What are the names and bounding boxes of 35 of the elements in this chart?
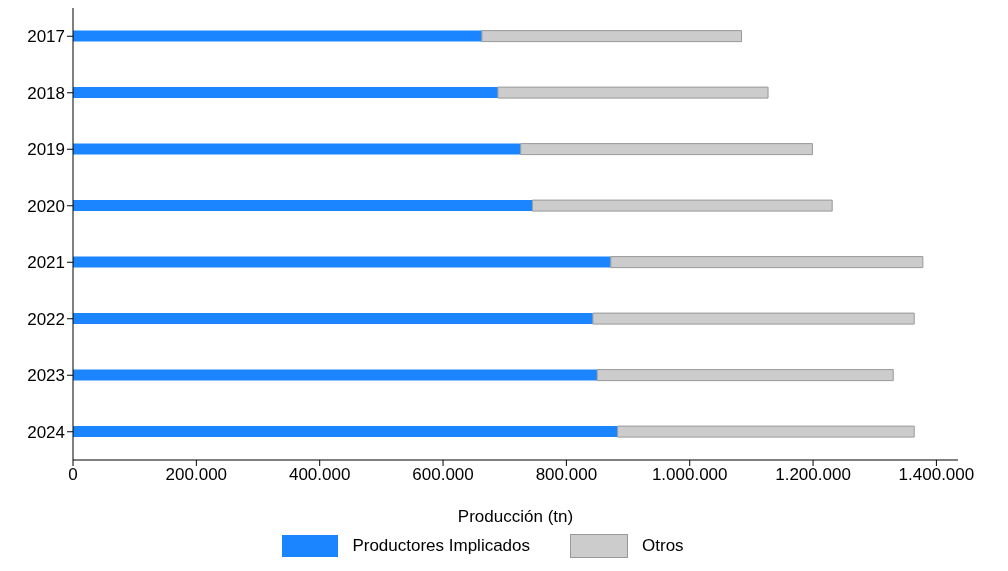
x-tick-label: 600.000	[412, 465, 474, 485]
y-tick-label: 2017	[27, 27, 65, 47]
bar	[73, 143, 521, 155]
bar	[73, 426, 618, 438]
bar	[481, 30, 743, 43]
bar	[520, 143, 813, 156]
x-tick-label: 0	[68, 465, 78, 485]
legend-label: Productores Implicados	[351, 535, 531, 557]
x-axis-title: Producción (tn)	[457, 507, 574, 526]
y-tick-label: 2019	[27, 140, 65, 160]
y-tick-label: 2018	[27, 83, 65, 103]
bar	[610, 256, 924, 269]
x-tick-label: 1.200.000	[775, 465, 851, 485]
bar	[531, 199, 833, 212]
x-tick-label: 1.400.000	[898, 465, 975, 485]
bar	[596, 369, 894, 382]
bar	[73, 87, 498, 99]
y-tick-label: 2020	[27, 196, 65, 216]
bar	[497, 86, 769, 99]
bar	[592, 312, 915, 325]
y-tick-label: 2024	[27, 422, 65, 442]
y-tick-label: 2021	[27, 253, 65, 273]
bar	[73, 369, 598, 381]
y-tick-label: 2022	[27, 309, 65, 329]
bar	[617, 425, 915, 438]
bar	[73, 256, 611, 268]
x-tick-label: 400.000	[288, 465, 351, 485]
x-tick-label: 1.000.000	[651, 465, 728, 485]
y-tick-label: 2023	[27, 366, 65, 386]
x-tick-label: 800.000	[535, 465, 598, 485]
bar	[73, 30, 482, 42]
legend-label: Otros	[641, 535, 684, 557]
bar	[73, 313, 593, 325]
x-tick-label: 200.000	[165, 465, 228, 485]
bar	[73, 200, 533, 212]
